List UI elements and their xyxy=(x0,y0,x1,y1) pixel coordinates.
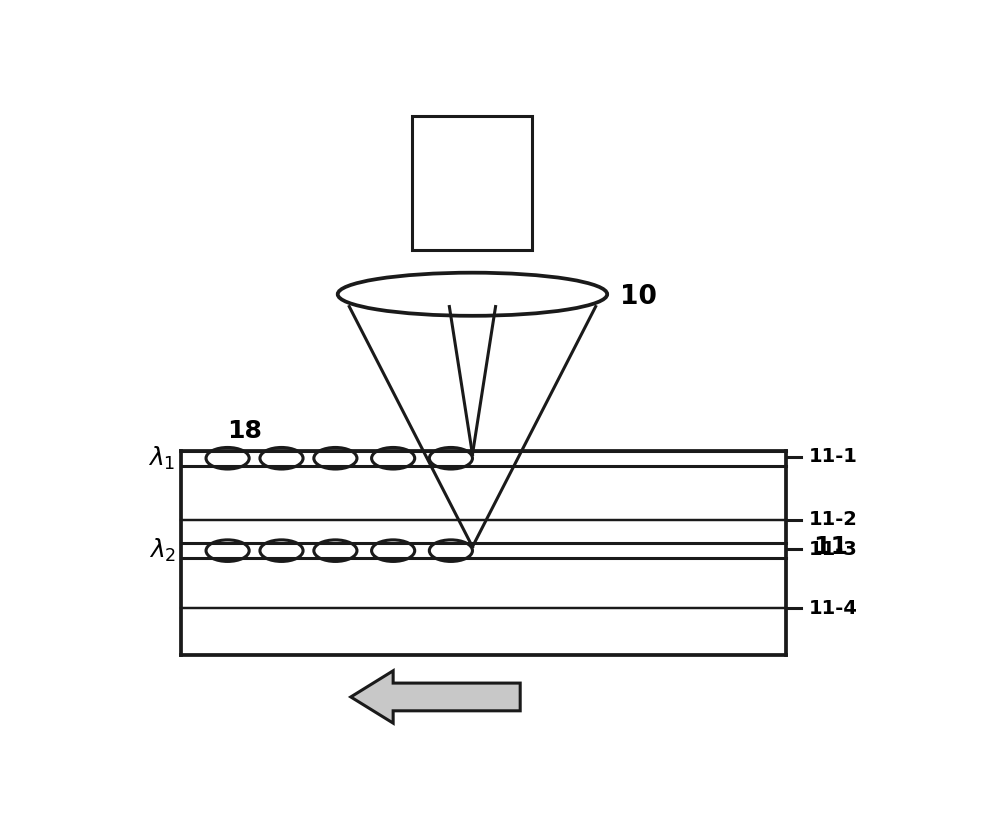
Ellipse shape xyxy=(338,273,607,316)
Text: $\lambda_1$: $\lambda_1$ xyxy=(148,445,176,472)
Text: 11-1: 11-1 xyxy=(809,448,858,466)
Text: 11-4: 11-4 xyxy=(809,599,858,618)
Ellipse shape xyxy=(260,448,303,469)
Text: 11-3: 11-3 xyxy=(809,539,858,559)
Ellipse shape xyxy=(260,540,303,561)
Ellipse shape xyxy=(372,448,415,469)
Ellipse shape xyxy=(429,448,472,469)
Polygon shape xyxy=(412,115,532,250)
Ellipse shape xyxy=(372,540,415,561)
Text: 11-2: 11-2 xyxy=(809,510,858,529)
Ellipse shape xyxy=(314,540,357,561)
Ellipse shape xyxy=(429,540,472,561)
Text: 18: 18 xyxy=(228,419,262,443)
Text: $\lambda_2$: $\lambda_2$ xyxy=(149,537,176,564)
Ellipse shape xyxy=(314,448,357,469)
Text: 10: 10 xyxy=(620,284,657,310)
Ellipse shape xyxy=(206,448,249,469)
Ellipse shape xyxy=(206,540,249,561)
Text: 11: 11 xyxy=(813,534,848,559)
Polygon shape xyxy=(351,671,520,723)
